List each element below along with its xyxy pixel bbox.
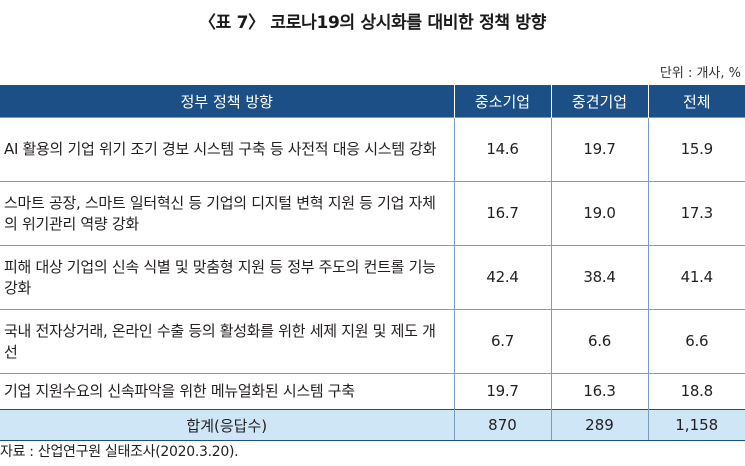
total-label: 합계(응답수) [0, 409, 454, 441]
table-row: 피해 대상 기업의 신속 식별 및 맞춤형 지원 등 정부 주도의 컨트롤 기능… [0, 245, 745, 310]
cell-total: 18.8 [647, 373, 745, 410]
row-label: 국내 전자상거래, 온라인 수출 등의 활성화를 위한 세제 지원 및 제도 개… [0, 309, 454, 374]
row-label: AI 활용의 기업 위기 조기 경보 시스템 구축 등 사전적 대응 시스템 강… [0, 117, 454, 182]
cell-total: 17.3 [647, 181, 745, 246]
cell-sme: 14.6 [453, 117, 551, 182]
cell-midsize: 19.7 [550, 117, 648, 182]
row-label: 스마트 공장, 스마트 일터혁신 등 기업의 디지털 변혁 지원 등 기업 자체… [0, 181, 454, 246]
table-row: AI 활용의 기업 위기 조기 경보 시스템 구축 등 사전적 대응 시스템 강… [0, 117, 745, 182]
total-total: 1,158 [647, 409, 745, 441]
cell-sme: 6.7 [453, 309, 551, 374]
cell-total: 41.4 [647, 245, 745, 310]
unit-note: 단위 : 개사, % [659, 66, 741, 81]
table-row: 기업 지원수요의 신속파악을 위한 메뉴얼화된 시스템 구축 19.7 16.3… [0, 373, 745, 410]
row-label: 피해 대상 기업의 신속 식별 및 맞춤형 지원 등 정부 주도의 컨트롤 기능… [0, 245, 454, 310]
header-midsize: 중견기업 [550, 85, 648, 118]
cell-midsize: 16.3 [550, 373, 648, 410]
policy-table: 정부 정책 방향 중소기업 중견기업 전체 AI 활용의 기업 위기 조기 경보… [0, 85, 745, 441]
cell-total: 15.9 [647, 117, 745, 182]
cell-sme: 19.7 [453, 373, 551, 410]
total-sme: 870 [453, 409, 551, 441]
cell-midsize: 38.4 [550, 245, 648, 310]
cell-total: 6.6 [647, 309, 745, 374]
header-sme: 중소기업 [453, 85, 551, 118]
source-note: 자료 : 산업연구원 실태조사(2020.3.20). [0, 444, 239, 460]
table-title: 〈표 7〉 코로나19의 상시화를 대비한 정책 방향 [198, 13, 547, 33]
cell-sme: 16.7 [453, 181, 551, 246]
total-midsize: 289 [550, 409, 648, 441]
cell-sme: 42.4 [453, 245, 551, 310]
header-row: 정부 정책 방향 중소기업 중견기업 전체 [0, 85, 745, 118]
header-policy: 정부 정책 방향 [0, 85, 454, 118]
header-total: 전체 [647, 85, 745, 118]
cell-midsize: 6.6 [550, 309, 648, 374]
table-row: 국내 전자상거래, 온라인 수출 등의 활성화를 위한 세제 지원 및 제도 개… [0, 309, 745, 374]
table-row: 스마트 공장, 스마트 일터혁신 등 기업의 디지털 변혁 지원 등 기업 자체… [0, 181, 745, 246]
cell-midsize: 19.0 [550, 181, 648, 246]
total-row: 합계(응답수) 870 289 1,158 [0, 409, 745, 441]
row-label: 기업 지원수요의 신속파악을 위한 메뉴얼화된 시스템 구축 [0, 373, 454, 410]
